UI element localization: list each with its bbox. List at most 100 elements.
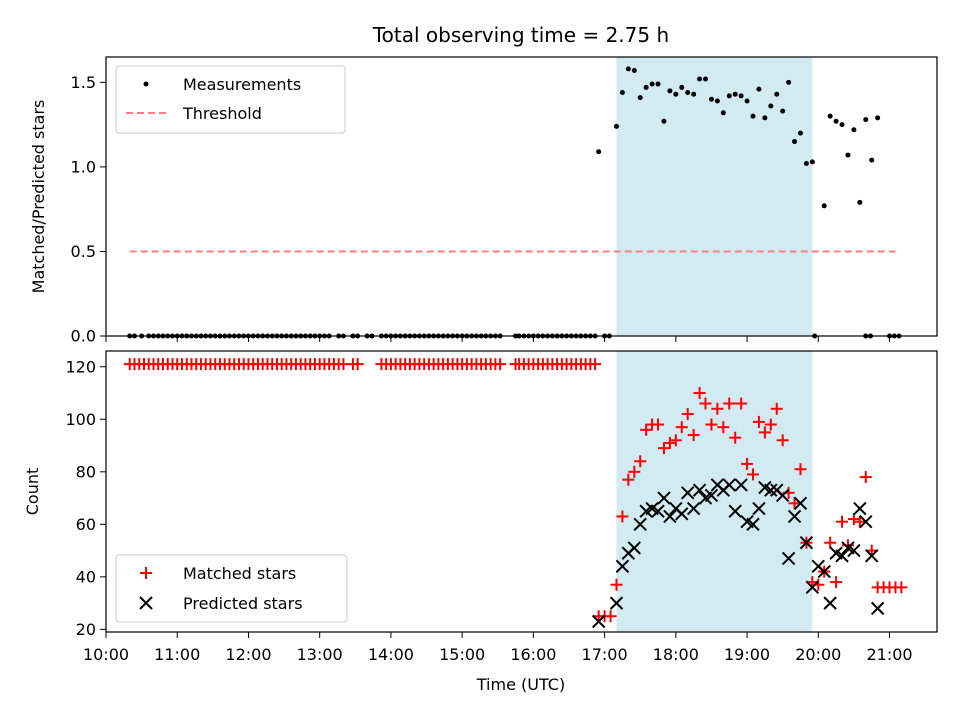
- measurement-point: [720, 110, 726, 116]
- matched-star-point: [705, 418, 718, 431]
- measurement-point: [661, 118, 667, 124]
- matched-star-point: [693, 387, 706, 400]
- bottom-y-ticks: 20 40 60 80 100 120: [65, 357, 106, 639]
- predicted-star-point: [752, 501, 766, 516]
- matched-star-point: [610, 578, 623, 591]
- legend-predicted-marker: [139, 596, 153, 610]
- top-y-axis-label: Matched/Predicted stars: [29, 100, 48, 294]
- matched-star-point: [752, 415, 765, 428]
- measurement-point: [732, 91, 738, 97]
- measurement-point: [649, 81, 655, 87]
- measurement-point: [875, 115, 881, 121]
- bottom-y-axis-label: Count: [23, 468, 42, 516]
- predicted-star-point: [657, 491, 671, 505]
- x-axis-label: Time (UTC): [476, 675, 565, 694]
- predicted-star-point: [870, 601, 885, 616]
- matched-star-point: [770, 402, 783, 415]
- measurement-point: [821, 203, 827, 209]
- predicted-star-point: [746, 517, 760, 532]
- measurement-point: [726, 93, 732, 99]
- bottom-axes-frame: [105, 350, 938, 633]
- predicted-star-point: [847, 543, 861, 558]
- measurement-point: [625, 66, 631, 72]
- measurement-point: [738, 93, 744, 99]
- measurement-point: [797, 130, 803, 136]
- measurement-point: [655, 81, 661, 87]
- x-tick-label: 14:00: [368, 645, 414, 664]
- matched-star-point: [604, 610, 617, 623]
- predicted-star-point: [675, 507, 689, 521]
- matched-star-point: [711, 402, 724, 415]
- measurement-point: [667, 88, 673, 94]
- predicted-star-point: [817, 564, 831, 579]
- x-tick-label: 10:00: [83, 645, 129, 664]
- matched-star-point: [735, 397, 748, 410]
- matched-star-point: [847, 513, 860, 526]
- measurement-point: [768, 103, 774, 109]
- matched-star-point: [741, 457, 754, 470]
- x-tick-label: 13:00: [297, 645, 343, 664]
- matched-star-point: [764, 418, 777, 431]
- bottom-y-tick-label: 20: [76, 620, 96, 639]
- legend-threshold-label: Threshold: [182, 104, 262, 123]
- bottom-legend: Matched stars Predicted stars: [115, 554, 348, 623]
- matched-star-point: [776, 434, 789, 447]
- measurement-point: [697, 76, 703, 82]
- x-tick-label: 20:00: [795, 645, 841, 664]
- predicted-star-point: [651, 504, 665, 518]
- measurement-point: [631, 68, 637, 74]
- top-y-tick-label: 0.0: [71, 327, 96, 346]
- predicted-star-point: [775, 488, 790, 503]
- legend-predicted-label: Predicted stars: [183, 594, 303, 613]
- legend-matched-label: Matched stars: [183, 564, 296, 583]
- top-observing-window: [616, 57, 813, 336]
- measurement-point: [774, 91, 780, 97]
- matched-star-point: [830, 576, 843, 589]
- matched-star-point: [717, 421, 730, 434]
- measurement-point: [619, 90, 625, 96]
- top-panel: 0.0 0.5 1.0 1.5 Matched/Predicted stars Mea…: [29, 56, 938, 346]
- measurement-point: [833, 118, 839, 124]
- predicted-star-point: [704, 488, 719, 503]
- matched-star-point: [729, 431, 742, 444]
- predicted-star-point: [823, 596, 837, 610]
- x-tick-label: 15:00: [439, 645, 485, 664]
- predicted-star-point: [609, 596, 624, 610]
- measurement-point: [714, 98, 720, 104]
- matched-star-point: [859, 471, 872, 484]
- measurement-point: [750, 113, 756, 119]
- measurement-point: [845, 152, 851, 158]
- matched-star-point: [687, 429, 700, 442]
- matched-star-point: [634, 455, 647, 468]
- matched-star-point: [758, 426, 771, 439]
- x-tick-label: 19:00: [724, 645, 770, 664]
- top-legend: Measurements Threshold: [115, 65, 346, 134]
- measurement-point: [786, 79, 792, 85]
- predicted-star-point: [835, 549, 849, 563]
- top-y-ticks: 0.0 0.5 1.0 1.5: [71, 73, 106, 346]
- x-tick-label: 12:00: [225, 645, 271, 664]
- predicted-star-point: [686, 501, 701, 516]
- predicted-star-point: [728, 504, 742, 518]
- bottom-y-tick-label: 40: [76, 567, 96, 586]
- legend-measurements-label: Measurements: [183, 75, 301, 94]
- measurement-point: [762, 115, 768, 121]
- top-x-ticks: [105, 336, 891, 342]
- x-tick-label: 17:00: [582, 645, 628, 664]
- bottom-plot-marks: [123, 358, 908, 629]
- matched-star-point: [640, 423, 653, 436]
- predicted-star-point: [764, 483, 778, 497]
- predicted-star-point: [787, 509, 802, 524]
- measurement-point: [744, 98, 750, 104]
- bottom-y-tick-label: 120: [65, 357, 96, 376]
- predicted-star-point: [853, 501, 867, 516]
- measurement-point: [613, 123, 619, 129]
- matched-star-point: [494, 358, 507, 371]
- measurement-point: [643, 84, 649, 90]
- matched-star-point: [628, 465, 641, 478]
- predicted-star-point: [722, 478, 736, 492]
- legend-matched-marker: [140, 567, 152, 579]
- matched-star-point: [746, 468, 759, 481]
- top-y-tick-label: 1.5: [71, 73, 96, 92]
